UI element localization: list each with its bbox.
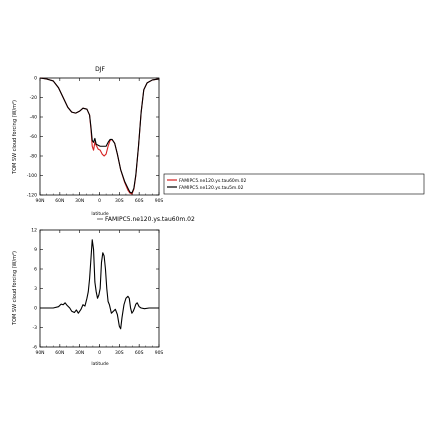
bottom-xtick-label: 0: [98, 350, 101, 356]
bottom-xtick-label: 90N: [35, 350, 44, 356]
bottom-ytick-label: -3: [33, 325, 38, 331]
top-series-line-0: [39, 77, 160, 195]
bottom-ytick-label: 6: [34, 267, 37, 273]
legend: FAMIPC5.ne120.ys.tau60m.02 FAMIPC5.ne120…: [163, 173, 425, 195]
bottom-ytick-label: 12: [31, 228, 37, 234]
top-ytick-label: -60: [30, 134, 37, 140]
bottom-xtick-label: 60S: [135, 350, 144, 356]
bottom-chart-panel: FAMIPC5.ne120.ys.tau60m.02 TOM SW cloud …: [12, 216, 195, 367]
top-chart-frame: [39, 77, 160, 196]
bottom-ytick-label: -6: [33, 345, 38, 351]
top-chart-title: DJF: [95, 66, 105, 73]
top-series-line-1: [39, 77, 160, 194]
top-ytick-label: -120: [27, 193, 37, 199]
legend-box: [163, 173, 425, 195]
bottom-chart-frame: [39, 229, 160, 348]
top-ytick-label: -20: [30, 95, 37, 101]
top-ytick-label: 0: [34, 76, 37, 82]
bottom-ytick-label: 0: [34, 306, 37, 312]
top-ytick-label: -100: [27, 173, 37, 179]
bottom-ytick-label: 3: [34, 286, 37, 292]
top-xtick-label: 60N: [55, 198, 64, 204]
bottom-xtick-label: 60N: [55, 350, 64, 356]
top-xtick-label: 30S: [115, 198, 124, 204]
top-xtick-label: 90S: [155, 198, 164, 204]
top-ytick-label: -80: [30, 154, 37, 160]
top-xtick-label: 0: [98, 198, 101, 204]
top-chart-ticks: 90N 60N 30N 0 30S 60S 90S -120 -100 -80 -60 -40 -20 0: [27, 76, 164, 204]
top-chart-xlabel: latitude: [91, 211, 108, 217]
top-chart-panel: DJF TOM SW cloud forcing (W/m²) latitude…: [12, 66, 163, 217]
bottom-chart-ticks: 90N 60N 30N 0 30S 60S 90S -6 -3 0 3 6 9 12: [31, 228, 163, 356]
top-chart-lines: [39, 77, 160, 195]
bottom-chart-xlabel: latitude: [91, 361, 108, 367]
top-chart-ylabel: TOM SW cloud forcing (W/m²): [12, 100, 18, 175]
bottom-chart-title: FAMIPC5.ne120.ys.tau60m.02: [105, 216, 195, 223]
bottom-xtick-label: 30N: [75, 350, 84, 356]
top-xtick-label: 60S: [135, 198, 144, 204]
bottom-chart-ylabel: TOM SW cloud forcing (W/m²): [12, 251, 18, 326]
bottom-xtick-label: 30S: [115, 350, 124, 356]
bottom-chart-lines: [40, 239, 159, 330]
bottom-ytick-label: 9: [34, 247, 37, 253]
bottom-series-line-0: [40, 239, 159, 330]
bottom-xtick-label: 90S: [155, 350, 164, 356]
top-xtick-label: 30N: [75, 198, 84, 204]
legend-label-tau5m: FAMIPC5.ne120.ys.tau5m.02: [179, 185, 244, 191]
top-xtick-label: 90N: [35, 198, 44, 204]
top-ytick-label: -40: [30, 115, 37, 121]
legend-label-tau60m: FAMIPC5.ne120.ys.tau60m.02: [179, 178, 246, 184]
